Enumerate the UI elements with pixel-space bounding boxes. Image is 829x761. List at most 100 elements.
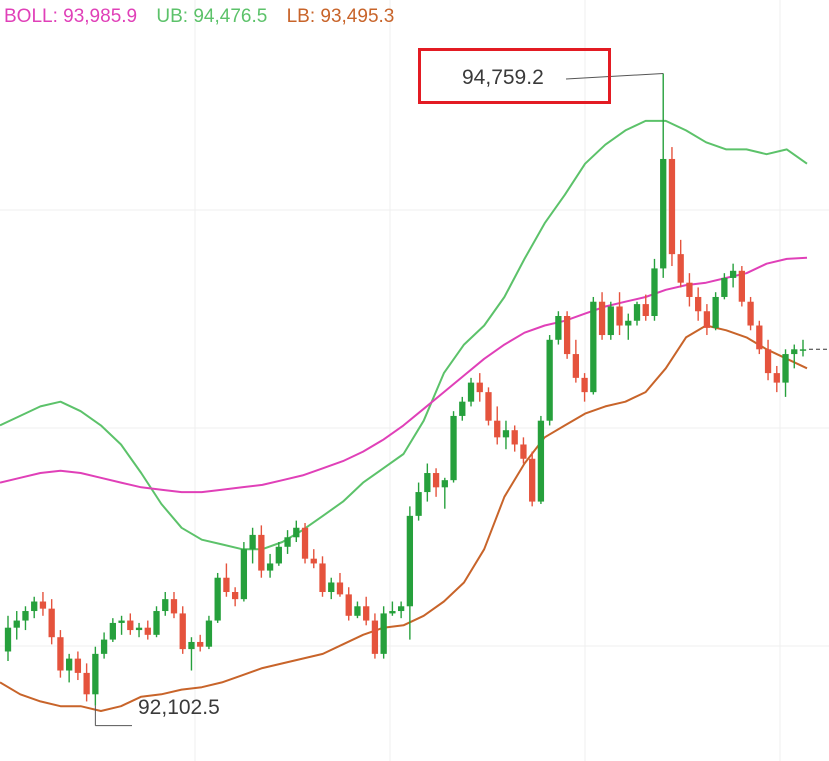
candle-body [4,627,12,652]
candle-body [520,444,527,459]
candle-body [668,158,676,255]
upper-band-line [0,119,808,551]
candle-body [13,620,20,628]
bollinger-bands [0,119,808,712]
candle-body [188,641,195,650]
candle-body [511,430,518,445]
candle-body [397,606,405,612]
candle-body [476,382,483,393]
candle-body [92,653,99,695]
candle-body [100,639,108,654]
candle-body [275,546,282,564]
candle-body [214,577,221,621]
candle-body [363,606,370,621]
candle-body [83,672,90,695]
candle-body [432,473,440,488]
candle-body [354,606,361,616]
candle-body [205,620,213,647]
high-leader-line [565,73,664,80]
candle-body [756,325,763,350]
candle-body [572,354,580,378]
candle-body [633,304,641,321]
candle-body [686,282,693,297]
candle-body [485,392,492,421]
low-price-label: 92,102.5 [138,696,220,719]
candle-body [791,349,798,355]
candle-body [153,611,160,635]
candle-body [74,658,82,673]
candle-body [336,582,344,595]
candle-body [563,316,571,355]
candle-body [494,420,501,438]
candle-body [677,254,684,283]
candle-body [598,301,606,336]
candle-body [240,549,248,600]
indicator-legend: BOLL: 93,985.9 UB: 94,476.5 LB: 93,495.3 [4,6,408,28]
candle-body [380,613,387,654]
candle-body [170,599,178,614]
candle-body [301,527,309,559]
candle-body [764,349,772,374]
candle-body [773,373,780,383]
candle-body [424,473,431,493]
candle-body [607,306,614,336]
candle-body [555,316,562,340]
candle-body [695,296,702,312]
candle-body [345,594,352,616]
candle-body [747,301,754,326]
candle-body [231,592,239,600]
candle-body [738,270,745,302]
candle-body [179,613,186,650]
candle-body [310,558,317,564]
candle-body [197,641,204,647]
candle-body [782,354,789,383]
candle-body [22,611,29,621]
candle-body [162,599,169,612]
candle-body [266,563,274,571]
candle-body [118,620,125,623]
candle-body [459,401,466,416]
price-annotations [94,73,829,727]
candle-body [546,339,553,421]
candle-body [39,601,47,609]
candle-body [127,620,134,631]
candle-body [537,420,545,502]
candle-body [144,627,151,635]
candle-body [371,620,379,654]
candle-body [415,492,422,516]
candle-body [319,563,326,592]
candle-body [66,658,73,671]
candle-body [31,601,38,612]
candle-body [799,349,807,351]
candles [4,73,807,706]
candle-body [625,320,632,326]
candle-body [135,627,143,631]
candle-body [590,301,597,393]
boll-value: BOLL: 93,985.9 [4,6,138,27]
candle-body [258,534,265,571]
middle-band-line [0,256,808,494]
candle-body [502,430,510,438]
lower-band-line [0,324,808,712]
candle-body [293,527,300,538]
ub-value: UB: 94,476.5 [156,6,268,27]
candle-body [249,534,256,550]
candle-body [389,611,396,614]
candle-body [642,304,649,316]
candle-body [651,268,658,316]
candle-body [406,515,414,607]
candle-body [467,382,475,402]
candle-body [441,480,448,488]
candle-body [48,608,55,638]
candle-body [109,622,116,640]
candle-body [660,158,667,269]
candle-body [712,296,719,328]
candle-body [529,458,536,502]
candle-body [729,270,737,278]
candle-body [284,537,291,547]
candle-body [616,306,623,326]
candle-body [328,582,335,592]
candle-body [223,577,230,592]
